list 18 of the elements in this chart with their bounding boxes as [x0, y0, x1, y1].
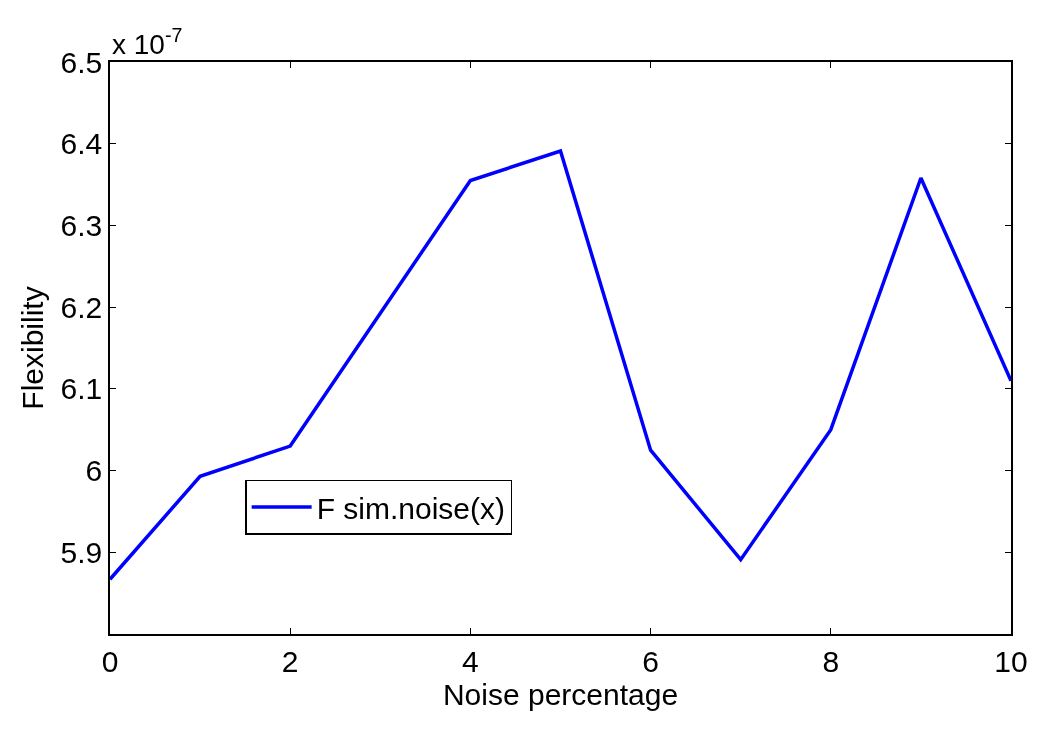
y-tick-label: 5.9 [60, 535, 103, 569]
y-tick-label: 6.3 [60, 208, 103, 242]
text: x 10$^{-7}$ [112, 24, 183, 60]
x-tick-label: 0 [101, 644, 119, 678]
x-tick-label: 10 [994, 644, 1028, 678]
y-tick-label: 6 [85, 454, 103, 488]
x-tick-label: 8 [822, 644, 840, 678]
x-tick-label: 6 [642, 644, 659, 678]
y-tick-label: 6.1 [60, 372, 103, 406]
y-tick-label: 6.2 [60, 290, 103, 324]
y-axis-title: Flexibility [16, 286, 50, 410]
y-tick-label: 6.4 [60, 127, 103, 161]
x-tick-label: 4 [462, 644, 479, 678]
x-axis-title: Noise percentage [442, 677, 679, 711]
line-series [110, 149, 1011, 581]
legend-label: F sim.noise(x) [316, 491, 506, 525]
y-tick-label: 6.5 [60, 45, 103, 79]
x-tick-label: 2 [281, 644, 299, 678]
